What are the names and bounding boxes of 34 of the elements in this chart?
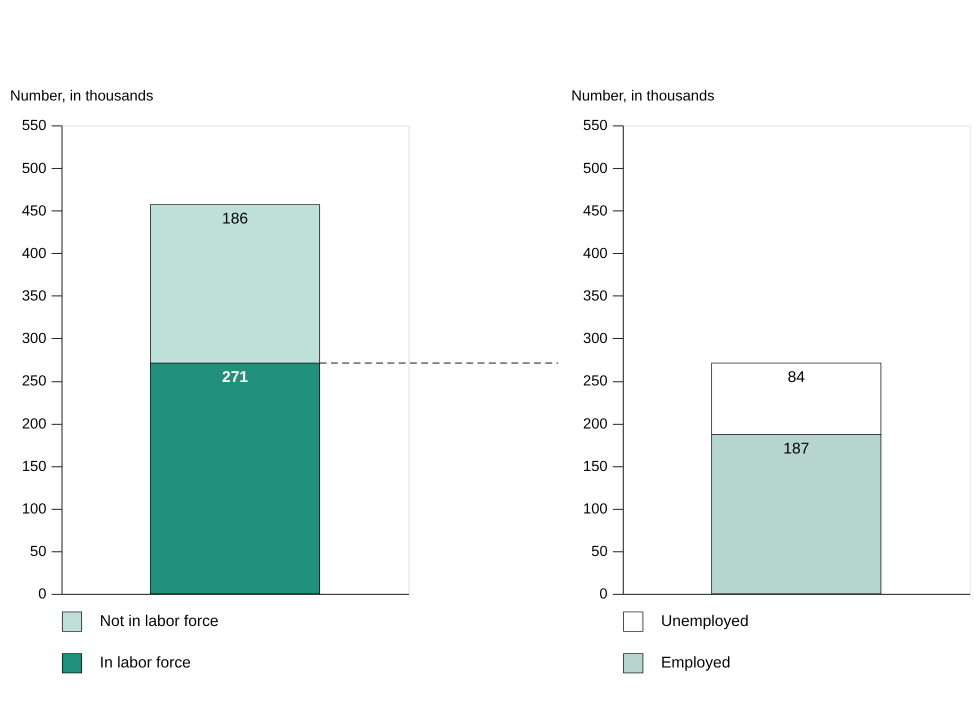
y-axis-title: Number, in thousands: [10, 88, 154, 105]
y-tick-label: 250: [583, 374, 608, 390]
data-label: 84: [788, 369, 806, 386]
legend-label: Employed: [660, 654, 730, 672]
y-tick-label: 300: [22, 331, 46, 348]
y-tick-label: 450: [22, 203, 46, 220]
y-tick-label: 300: [583, 331, 608, 348]
y-tick-label: 250: [22, 374, 46, 390]
y-tick-label: 50: [591, 544, 608, 560]
y-tick-label: 0: [599, 586, 608, 603]
y-tick-label: 350: [22, 288, 46, 305]
y-tick-label: 500: [22, 160, 46, 177]
y-tick-label: 450: [583, 203, 608, 220]
y-tick-label: 50: [30, 544, 46, 560]
y-tick-label: 400: [22, 246, 46, 262]
y-tick-label: 0: [38, 586, 46, 603]
data-label: 271: [222, 369, 248, 386]
data-label: 187: [783, 440, 810, 458]
y-axis-title: Number, in thousands: [571, 88, 715, 105]
legend-label: Unemployed: [660, 612, 749, 630]
legend-label: Not in labor force: [100, 612, 219, 630]
legend-label: In labor force: [100, 654, 191, 672]
y-tick-label: 150: [22, 458, 46, 475]
y-tick-label: 400: [583, 246, 608, 262]
y-tick-label: 550: [583, 118, 608, 134]
y-tick-label: 550: [22, 118, 46, 134]
data-label: 186: [222, 210, 248, 228]
y-tick-label: 150: [583, 458, 608, 475]
y-tick-label: 200: [583, 416, 608, 432]
y-tick-label: 500: [583, 160, 608, 177]
y-tick-label: 350: [583, 288, 608, 305]
y-tick-label: 200: [22, 416, 46, 432]
y-tick-label: 100: [22, 501, 46, 518]
y-tick-label: 100: [583, 501, 608, 518]
